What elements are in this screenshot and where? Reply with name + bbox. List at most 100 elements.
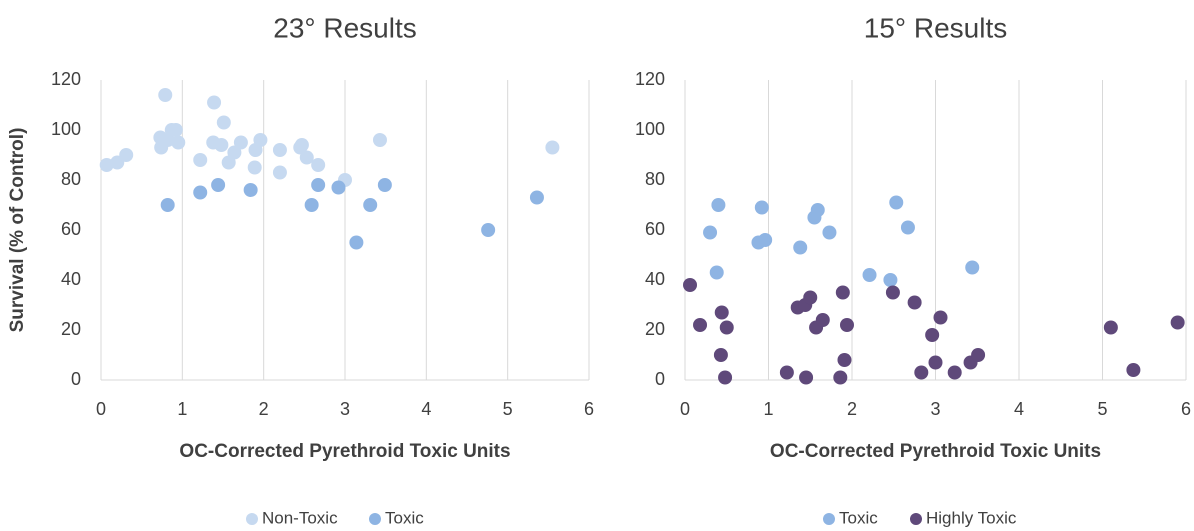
scatter-point <box>718 370 733 385</box>
scatter-point <box>372 133 387 147</box>
y-tick-label: 100 <box>635 119 665 139</box>
scatter-point <box>711 198 726 212</box>
scatter-point <box>304 198 319 212</box>
scatter-point <box>713 348 728 362</box>
scatter-point <box>193 185 208 200</box>
scatter-point <box>160 198 175 212</box>
scatter-point <box>272 165 287 180</box>
scatter-point <box>900 220 915 235</box>
y-tick-label: 120 <box>635 69 665 89</box>
scatter-point <box>119 148 134 162</box>
y-tick-label: 40 <box>61 269 81 289</box>
scatter-point <box>837 353 852 367</box>
y-tick-label: 60 <box>61 219 81 239</box>
scatter-point <box>835 285 850 300</box>
legend-marker <box>910 513 922 525</box>
scatter-point <box>839 318 854 332</box>
scatter-point <box>211 178 226 192</box>
x-tick-label: 6 <box>1181 399 1191 419</box>
y-tick-label: 80 <box>645 169 665 189</box>
scatter-point <box>99 158 114 172</box>
scatter-point <box>810 203 825 217</box>
scatter-point <box>933 310 948 325</box>
scatter-point <box>833 370 848 385</box>
scatter-point <box>168 123 183 137</box>
scatter-point <box>299 150 314 165</box>
scatter-point <box>377 178 392 192</box>
y-axis-label: Survival (% of Control) <box>7 128 28 333</box>
scatter-point <box>883 273 898 287</box>
legend-marker <box>369 513 381 525</box>
scatter-point <box>793 240 808 255</box>
scatter-point <box>754 200 769 215</box>
scatter-point <box>243 183 258 197</box>
scatter-point <box>928 355 943 370</box>
scatter-point <box>216 115 231 130</box>
scatter-point <box>294 138 309 152</box>
x-tick-label: 5 <box>503 399 513 419</box>
scatter-point <box>683 278 698 292</box>
y-tick-label: 100 <box>51 119 81 139</box>
scatter-point <box>545 140 560 155</box>
y-tick-label: 120 <box>51 69 81 89</box>
x-tick-label: 2 <box>847 399 857 419</box>
y-tick-label: 80 <box>61 169 81 189</box>
scatter-point <box>207 95 222 110</box>
legend-label: Highly Toxic <box>926 508 1017 527</box>
scatter-point <box>247 160 262 175</box>
x-tick-label: 2 <box>259 399 269 419</box>
chart-title: 15° Results <box>864 12 1008 43</box>
x-axis-label: OC-Corrected Pyrethroid Toxic Units <box>770 441 1101 462</box>
scatter-point <box>719 320 734 335</box>
x-tick-label: 5 <box>1097 399 1107 419</box>
scatter-point <box>779 365 794 380</box>
x-tick-label: 1 <box>763 399 773 419</box>
scatter-point <box>889 195 904 210</box>
scatter-point <box>233 135 248 150</box>
x-tick-label: 1 <box>177 399 187 419</box>
scatter-point <box>862 268 877 282</box>
scatter-point <box>714 305 729 320</box>
x-tick-label: 0 <box>96 399 106 419</box>
scatter-point <box>907 295 922 310</box>
x-tick-label: 0 <box>680 399 690 419</box>
scatter-point <box>925 328 940 342</box>
scatter-point <box>331 180 346 195</box>
scatter-point <box>171 135 186 150</box>
scatter-point <box>311 158 326 172</box>
scatter-point <box>971 348 986 362</box>
scatter-point <box>693 318 708 332</box>
chart-title: 23° Results <box>273 12 417 43</box>
scatter-point <box>214 138 229 152</box>
y-tick-label: 20 <box>645 319 665 339</box>
scatter-point <box>529 190 544 205</box>
legend-marker <box>246 513 258 525</box>
scatter-point <box>947 365 962 380</box>
scatter-point <box>803 290 818 305</box>
y-tick-label: 0 <box>655 369 665 389</box>
x-axis-label: OC-Corrected Pyrethroid Toxic Units <box>179 441 510 462</box>
legend-label: Toxic <box>839 508 878 527</box>
x-tick-label: 3 <box>930 399 940 419</box>
scatter-point <box>1103 320 1118 335</box>
scatter-point <box>885 285 900 300</box>
scatter-point <box>1126 363 1141 377</box>
legend-label: Toxic <box>385 508 424 527</box>
scatter-point <box>481 223 496 237</box>
x-tick-label: 3 <box>340 399 350 419</box>
x-tick-label: 4 <box>1014 399 1024 419</box>
x-tick-label: 6 <box>584 399 594 419</box>
legend-marker <box>823 513 835 525</box>
scatter-point <box>799 370 814 385</box>
scatter-point <box>158 88 173 102</box>
y-tick-label: 40 <box>645 269 665 289</box>
scatter-point <box>965 260 980 275</box>
scatter-point <box>272 143 287 157</box>
y-tick-label: 60 <box>645 219 665 239</box>
legend-label: Non-Toxic <box>262 508 338 527</box>
scatter-point <box>227 145 242 160</box>
scatter-point <box>914 365 929 380</box>
scatter-point <box>253 133 268 147</box>
y-tick-label: 20 <box>61 319 81 339</box>
